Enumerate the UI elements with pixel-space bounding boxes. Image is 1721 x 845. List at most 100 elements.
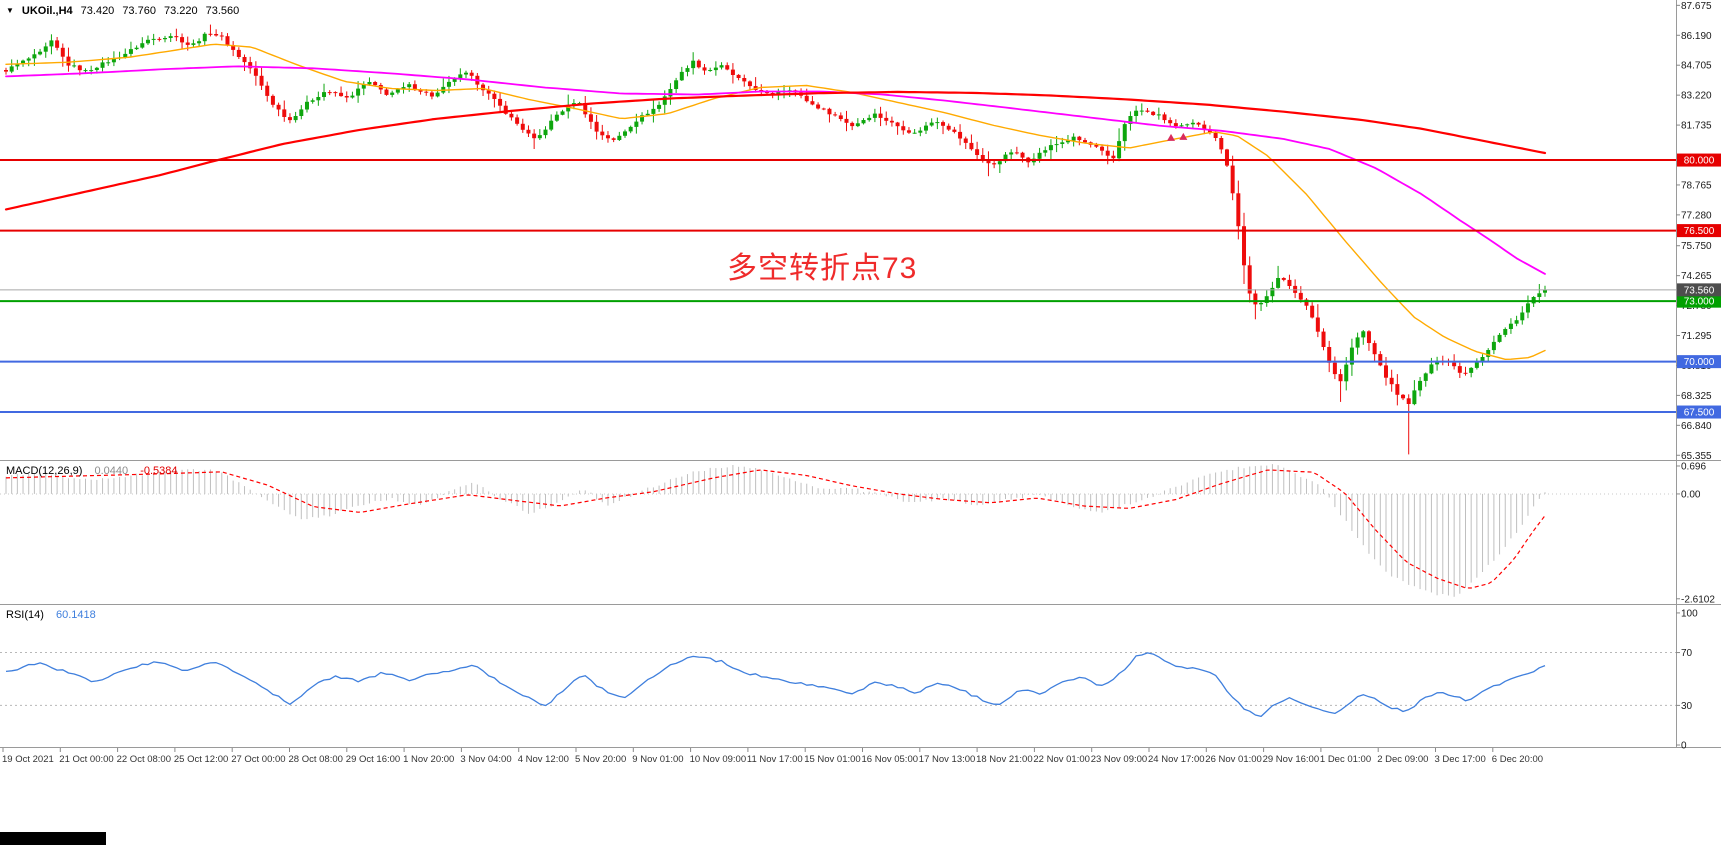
candle-up — [1122, 124, 1127, 142]
chevron-down-icon[interactable]: ▼ — [6, 6, 14, 15]
candle-down — [282, 109, 287, 117]
candle-down — [276, 104, 281, 110]
candle-up — [1156, 114, 1161, 116]
candle-up — [100, 62, 105, 68]
candle-up — [1270, 287, 1275, 297]
time-tick-label: 6 Dec 20:00 — [1492, 754, 1543, 765]
candle-up — [168, 36, 173, 38]
candle-up — [1486, 350, 1491, 357]
candle-up — [299, 109, 304, 116]
candle-up — [1179, 125, 1184, 127]
macd-main-value: 0.0440 — [94, 465, 129, 477]
candle-up — [1480, 357, 1485, 363]
candle-down — [344, 96, 349, 98]
time-axis[interactable]: 19 Oct 2021 21 Oct 00:00 22 Oct 08:00 25 Oc… — [2, 748, 1543, 765]
price-label-text: 67.500 — [1684, 408, 1715, 419]
candle-down — [725, 65, 730, 70]
candle-up — [872, 113, 877, 118]
candle-down — [901, 126, 906, 131]
candle-down — [424, 91, 429, 93]
candle-down — [157, 38, 162, 40]
candle-down — [884, 117, 889, 121]
candle-up — [26, 58, 31, 61]
candle-up — [202, 33, 207, 42]
bottom-left-black-bar — [0, 832, 106, 845]
time-tick-label: 11 Nov 17:00 — [747, 754, 803, 765]
candle-down — [384, 89, 389, 95]
candle-down — [1230, 165, 1235, 194]
time-tick-label: 3 Dec 17:00 — [1435, 754, 1486, 765]
candle-up — [304, 101, 309, 110]
rsi-panel — [0, 652, 1676, 718]
candle-up — [1491, 341, 1496, 351]
candle-down — [327, 92, 332, 94]
time-tick-label: 26 Nov 01:00 — [1205, 754, 1262, 765]
candle-down — [611, 138, 616, 140]
candle-up — [708, 70, 713, 71]
price-axis[interactable]: 87.675 86.190 84.705 83.220 81.735 78.765 77.2… — [1676, 1, 1721, 752]
candle-up — [128, 49, 133, 54]
time-tick-label: 21 Oct 00:00 — [59, 754, 113, 765]
candle-up — [390, 92, 395, 95]
candle-down — [1463, 372, 1468, 374]
candle-down — [418, 89, 423, 92]
candle-down — [1014, 152, 1019, 154]
time-tick-label: 25 Oct 12:00 — [174, 754, 228, 765]
candle-down — [225, 36, 230, 45]
candle-up — [310, 100, 315, 102]
candle-up — [134, 47, 139, 50]
candle-down — [1202, 124, 1207, 130]
panel-separators — [0, 0, 1721, 748]
candle-down — [906, 130, 911, 133]
price-tick-label: 87.675 — [1681, 1, 1712, 12]
candle-up — [1259, 303, 1264, 305]
candle-down — [963, 138, 968, 143]
candle-down — [532, 133, 537, 139]
candle-up — [32, 54, 37, 59]
rsi-name-label: RSI(14) — [6, 609, 44, 621]
candle-up — [560, 111, 565, 115]
candle-down — [804, 95, 809, 102]
candle-up — [89, 70, 94, 72]
candle-down — [1281, 278, 1286, 280]
candle-down — [1332, 362, 1337, 375]
candle-down — [515, 117, 520, 124]
time-tick-label: 2 Dec 09:00 — [1377, 754, 1428, 765]
candle-down — [1224, 149, 1229, 166]
candle-down — [1378, 354, 1383, 366]
candle-up — [123, 53, 128, 58]
candle-up — [657, 104, 662, 109]
candle-down — [180, 37, 185, 43]
candle-up — [1469, 367, 1474, 373]
candle-down — [1145, 110, 1150, 112]
price-tick-label: 70 — [1681, 648, 1693, 659]
candle-down — [219, 35, 224, 37]
candle-up — [685, 68, 690, 72]
candle-up — [549, 120, 554, 130]
candle-down — [1395, 384, 1400, 395]
candle-up — [1514, 320, 1519, 324]
rsi-indicator-label: RSI(14) 60.1418 — [6, 609, 96, 621]
candle-down — [1105, 150, 1110, 156]
candle-up — [713, 67, 718, 71]
price-tick-label: 0.696 — [1681, 461, 1706, 472]
price-tick-label: 0.00 — [1681, 489, 1701, 500]
price-tick-label: 0 — [1681, 741, 1687, 752]
candle-up — [918, 130, 923, 133]
candle-down — [1207, 129, 1212, 133]
candle-down — [503, 105, 508, 114]
candle-up — [628, 126, 633, 132]
candle-down — [742, 78, 747, 82]
time-tick-label: 29 Oct 16:00 — [346, 754, 400, 765]
candle-down — [412, 84, 417, 90]
candle-up — [674, 80, 679, 89]
candle-down — [975, 149, 980, 155]
candle-down — [1247, 265, 1252, 294]
macd-name-label: MACD(12,26,9) — [6, 465, 83, 477]
candle-down — [185, 42, 190, 45]
candle-up — [407, 84, 412, 88]
candle-up — [923, 125, 928, 131]
candle-up — [997, 161, 1002, 165]
candle-down — [208, 33, 213, 35]
